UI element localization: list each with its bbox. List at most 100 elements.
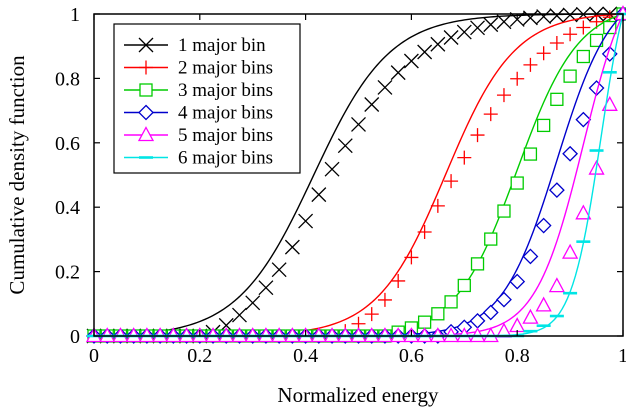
- data-point: [548, 182, 565, 199]
- data-point: [232, 307, 247, 323]
- legend-label: 5 major bins: [178, 125, 273, 146]
- plot-frame: [93, 13, 624, 337]
- legend-marker: [139, 60, 153, 75]
- data-point: [575, 111, 592, 128]
- data-point: [549, 8, 565, 24]
- y-tick-label: 1: [70, 4, 80, 26]
- data-point: [245, 295, 261, 311]
- data-point: [576, 20, 591, 35]
- series-line: [93, 13, 624, 337]
- x-tick-label: 0: [89, 345, 99, 367]
- data-point: [576, 49, 590, 64]
- data-point: [364, 307, 379, 322]
- data-point: [523, 57, 538, 72]
- data-point: [563, 27, 578, 42]
- data-point: [522, 308, 539, 324]
- data-point: [284, 239, 300, 255]
- data-point: [496, 14, 512, 30]
- legend-marker: [138, 104, 154, 121]
- data-point: [444, 295, 458, 309]
- data-point: [430, 36, 446, 52]
- x-axis-title: Normalized energy: [277, 383, 439, 407]
- data-point: [351, 116, 366, 132]
- data-point: [550, 92, 564, 106]
- legend-entry: 6 major bins: [124, 148, 273, 169]
- data-point: [497, 204, 511, 218]
- data-point: [417, 224, 432, 239]
- data-point: [562, 145, 579, 162]
- data-point: [496, 88, 511, 103]
- data-point: [324, 161, 340, 177]
- x-tick-label: 0.6: [399, 345, 424, 367]
- data-point: [522, 248, 539, 265]
- data-point: [496, 291, 512, 308]
- data-point: [510, 71, 525, 86]
- data-point: [364, 97, 380, 112]
- legend-label: 4 major bins: [178, 103, 273, 124]
- data-point: [483, 107, 498, 122]
- legend-entry: 2 major bins: [124, 58, 273, 79]
- axis-ticks: 0 0.2 0.4 0.6 0.8 1 0 0.2 0.4 0.6 0.8 1: [55, 4, 626, 367]
- data-point: [470, 128, 485, 143]
- data-point: [457, 150, 472, 165]
- data-point: [470, 257, 485, 271]
- data-point: [337, 138, 353, 154]
- data-point: [522, 10, 538, 26]
- data-point: [536, 9, 552, 25]
- y-tick-label: 0.4: [55, 197, 80, 219]
- data-point: [536, 46, 551, 61]
- y-tick-label: 0.6: [55, 133, 80, 155]
- data-point: [575, 204, 592, 220]
- legend-entry: 4 major bins: [124, 103, 273, 124]
- legend-label: 2 major bins: [178, 58, 273, 79]
- data-point: [444, 174, 459, 189]
- data-point: [417, 315, 432, 329]
- x-tick-label: 1: [618, 345, 626, 367]
- x-tick-label: 0.2: [187, 345, 212, 367]
- legend-label: 1 major bin: [178, 35, 266, 56]
- data-point: [509, 317, 526, 333]
- legend-marker: [138, 37, 154, 53]
- data-point: [417, 44, 433, 60]
- data-point: [431, 307, 445, 321]
- data-point: [535, 296, 552, 312]
- data-point: [457, 278, 471, 293]
- data-point: [443, 30, 459, 45]
- data-point: [523, 147, 538, 161]
- y-tick-label: 0: [70, 326, 80, 348]
- data-point: [258, 280, 274, 296]
- data-point: [271, 262, 287, 278]
- data-point: [537, 118, 551, 133]
- legend-box: [113, 23, 301, 174]
- legend-marker: [139, 83, 153, 97]
- data-point: [470, 20, 485, 36]
- data-point: [391, 273, 406, 288]
- data-point: [483, 17, 499, 33]
- x-tick-label: 0.8: [505, 345, 530, 367]
- data-point: [404, 250, 419, 265]
- data-point: [549, 35, 564, 50]
- data-point: [403, 53, 419, 69]
- x-tick-label: 0.4: [293, 345, 318, 367]
- data-point: [456, 24, 472, 40]
- legend-marker: [137, 126, 155, 142]
- data-point: [562, 243, 579, 259]
- data-point: [510, 176, 524, 190]
- legend-entry: 1 major bin: [124, 35, 266, 56]
- data-point: [509, 273, 526, 290]
- data-point: [430, 198, 445, 213]
- data-point: [298, 213, 314, 229]
- data-point: [469, 312, 486, 329]
- data-point: [535, 217, 552, 234]
- legend-entry: 3 major bins: [124, 80, 273, 101]
- legend-label: 3 major bins: [178, 80, 273, 101]
- data-point: [390, 65, 406, 81]
- data-point: [311, 187, 327, 203]
- y-axis-title: Cumulative density function: [5, 55, 29, 295]
- data-point: [484, 232, 498, 246]
- data-point: [377, 79, 393, 95]
- data-point: [482, 304, 499, 321]
- data-point: [377, 292, 392, 307]
